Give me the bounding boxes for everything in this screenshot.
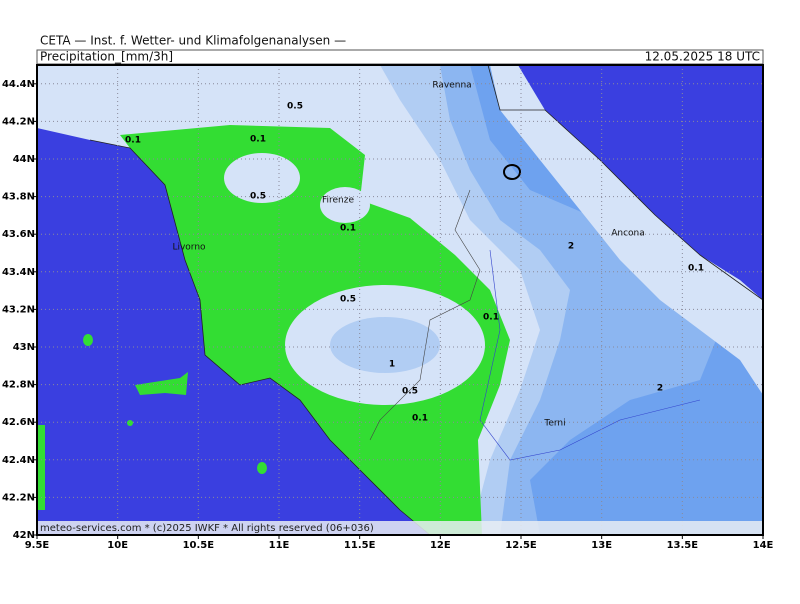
y-tick-label: 42N: [13, 530, 35, 541]
island: [37, 425, 45, 510]
header-line: CETA — Inst. f. Wetter- und Klimafolgena…: [40, 34, 346, 48]
title: Precipitation_[mm/3h]: [40, 50, 173, 64]
border: [369, 189, 481, 441]
place-name: Ravenna: [432, 81, 471, 91]
coastline: [89, 139, 431, 535]
contour-patch: [224, 153, 300, 203]
labels: 9.5E 10E 10.5E 11E 11.5E 12E 12.5E 13E 13.5E 14E 4…: [2, 79, 774, 551]
contour-label: 0.1: [250, 135, 266, 145]
footer-strip: [37, 521, 763, 535]
x-tick-label: 14E: [753, 540, 774, 551]
map-area: meteo-services.com * (c)2025 IWKF * All …: [37, 65, 763, 535]
contour-label: 0.1: [340, 224, 356, 234]
band-2: [470, 65, 763, 535]
x-tick-label: 11.5E: [344, 540, 376, 551]
contour-label: 2: [568, 242, 574, 252]
y-tick-label: 43.6N: [2, 229, 35, 240]
contour-label: 1: [389, 360, 395, 370]
contour-label: 2: [657, 384, 663, 394]
y-tick-label: 42.6N: [2, 417, 35, 428]
contour-label: 0.1: [412, 414, 428, 424]
y-tick-label: 44.2N: [2, 116, 35, 127]
contour-label: 0.5: [402, 387, 418, 397]
contour-label: 0.5: [250, 192, 266, 202]
coast-band: [490, 65, 763, 395]
contour-label: 0.1: [688, 264, 704, 274]
y-tick-label: 44N: [13, 154, 35, 165]
y-tick-label: 43.8N: [2, 192, 35, 203]
grid: [37, 65, 763, 535]
x-tick-label: 13.5E: [667, 540, 699, 551]
x-tick-label: 12E: [430, 540, 451, 551]
contour-label: 0.5: [340, 295, 356, 305]
y-tick-label: 44.4N: [2, 79, 35, 90]
timestamp: 12.05.2025 18 UTC: [645, 50, 760, 64]
y-tick-label: 42.4N: [2, 455, 35, 466]
place-name: Ancona: [611, 229, 645, 239]
x-tick-label: 10E: [107, 540, 128, 551]
x-tick-label: 13E: [591, 540, 612, 551]
y-tick-label: 42.8N: [2, 380, 35, 391]
x-tick-label: 9.5E: [25, 540, 50, 551]
island: [127, 420, 133, 426]
y-tick-label: 43N: [13, 342, 35, 353]
contour-label: 0.1: [125, 136, 141, 146]
x-tick-label: 10.5E: [183, 540, 215, 551]
island: [257, 462, 267, 474]
place-name: Livorno: [172, 243, 206, 253]
contour-label: 0.5: [287, 102, 303, 112]
x-tick-label: 11E: [269, 540, 290, 551]
x-tick-label: 12.5E: [505, 540, 537, 551]
contour-patch: [330, 317, 440, 373]
island: [135, 372, 188, 395]
y-tick-label: 43.4N: [2, 267, 35, 278]
contour-label: 0.1: [483, 313, 499, 323]
place-name: Terni: [543, 419, 565, 429]
map-frame: [36, 64, 764, 536]
coastline: [487, 65, 763, 301]
footer: meteo-services.com * (c)2025 IWKF * All …: [40, 523, 374, 534]
y-tick-label: 42.2N: [2, 492, 35, 503]
island: [83, 334, 93, 346]
lake-outline: [503, 164, 521, 180]
adriatic-sea: [518, 65, 763, 300]
y-tick-label: 43.2N: [2, 304, 35, 315]
place-name: Firenze: [322, 196, 354, 206]
contour-patch: [320, 187, 370, 223]
